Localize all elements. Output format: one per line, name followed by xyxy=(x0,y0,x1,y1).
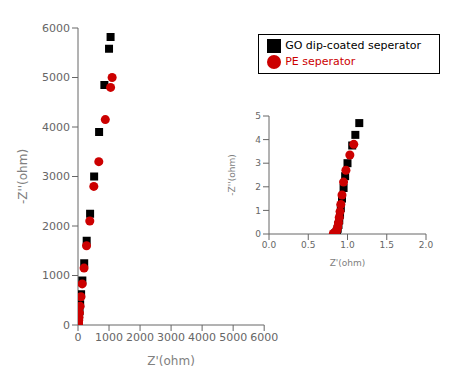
svg-text:1.0: 1.0 xyxy=(340,240,355,250)
svg-text:0: 0 xyxy=(75,331,82,344)
svg-text:3000: 3000 xyxy=(42,170,70,183)
svg-text:4000: 4000 xyxy=(188,331,216,344)
svg-text:1: 1 xyxy=(255,206,261,216)
svg-text:0.5: 0.5 xyxy=(301,240,315,250)
svg-text:1000: 1000 xyxy=(42,269,70,282)
svg-text:6000: 6000 xyxy=(250,331,278,344)
html-text:PE seperator: PE seperator xyxy=(285,55,356,68)
svg-text:3000: 3000 xyxy=(157,331,185,344)
svg-text:1000: 1000 xyxy=(95,331,123,344)
svg-text:5000: 5000 xyxy=(219,331,247,344)
svg-text:-Z''(ohm): -Z''(ohm) xyxy=(227,154,237,195)
svg-text:6000: 6000 xyxy=(42,22,70,35)
svg-text:0.0: 0.0 xyxy=(262,240,277,250)
svg-text:5000: 5000 xyxy=(42,71,70,84)
svg-text:5: 5 xyxy=(255,111,261,121)
svg-text:4: 4 xyxy=(255,135,261,145)
svg-text:Z'(ohm): Z'(ohm) xyxy=(330,258,366,268)
html-text:GO dip-coated seperator: GO dip-coated seperator xyxy=(285,39,421,52)
svg-text:0: 0 xyxy=(255,229,261,239)
svg-text:2000: 2000 xyxy=(126,331,154,344)
svg-text:1.5: 1.5 xyxy=(380,240,394,250)
svg-text:2.0: 2.0 xyxy=(419,240,434,250)
svg-text:2: 2 xyxy=(255,182,261,192)
svg-text:Z'(ohm): Z'(ohm) xyxy=(147,354,195,368)
svg-text:2000: 2000 xyxy=(42,220,70,233)
svg-text:-Z''(ohm): -Z''(ohm) xyxy=(16,149,30,204)
svg-text:3: 3 xyxy=(255,158,261,168)
svg-text:0: 0 xyxy=(63,319,70,332)
svg-text:4000: 4000 xyxy=(42,121,70,134)
